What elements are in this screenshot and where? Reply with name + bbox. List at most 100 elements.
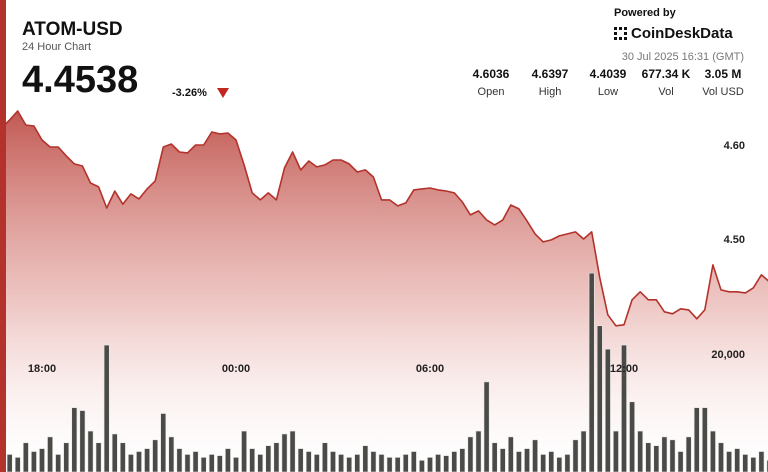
volume-bar [128,454,134,472]
volume-bar [742,454,749,472]
stat-label: Vol [658,86,673,98]
change: -3.26% [172,87,207,99]
volume-bar [305,451,312,472]
stat-label: High [539,86,562,98]
volume-bar [701,407,708,472]
volume-bar [718,442,724,472]
plot-area: 18:00 00:00 06:00 12:00 4.60 4.50 20,000 [0,110,768,472]
x-tick-label: 06:00 [416,363,444,375]
stat-value: 4.6397 [532,67,569,81]
volume-bar [184,454,191,472]
volume-bar [402,454,409,472]
volume-bar [645,442,652,472]
price: 4.4538 [22,59,138,101]
volume-bar [419,459,425,472]
volume-bar [63,442,70,472]
volume-bar [564,454,571,472]
volume-bar [208,454,215,472]
volume-bar [427,457,433,472]
stat-value: 677.34 K [642,67,691,81]
volume-bar [152,439,159,472]
volume-bar [346,457,353,472]
volume-bar [661,436,668,472]
volume-bar [39,448,45,472]
stat-label: Low [598,86,618,98]
price-line [1,110,768,327]
volume-bar [55,454,62,472]
volume-bar [160,413,167,472]
volume-bar [410,451,417,472]
volume-bar [71,407,78,472]
title: ATOM-USD [22,19,123,40]
brand-icon [614,27,627,40]
volume-bar [532,439,538,472]
volume-bar [233,457,239,472]
volume-bar [22,442,29,472]
volume-bar [378,454,385,472]
x-tick-label: 18:00 [28,363,56,375]
volume-bar [451,451,458,472]
volume-bar [629,401,635,472]
volume-bar [47,436,53,472]
volume-bar [726,451,732,472]
volume-bar [459,448,466,472]
accent-bar [0,0,6,472]
volume-bar [192,451,199,472]
volume-bar [507,436,514,472]
volume-bar [524,448,530,472]
volume-bar [483,381,490,472]
powered-by: Powered by [614,7,677,19]
volume-bar [637,430,644,472]
volume-bar [710,430,716,472]
volume-bar [443,455,450,472]
volume-bar [596,325,603,472]
down-arrow [217,88,229,98]
volume-bar [281,433,288,472]
volume-bar [516,451,522,472]
volume-bar [168,436,175,472]
brand: CoinDeskData [631,25,733,42]
volume-bar [540,454,547,472]
volume-bar [386,457,393,472]
volume-bar [241,430,247,472]
volume-bar [685,436,692,472]
stat-value: 3.05 M [705,67,742,81]
volume-bar [144,448,150,472]
volume-bar [111,433,118,472]
volume-bar [216,455,223,472]
volume-bar [200,457,207,472]
volume-bar [79,410,86,472]
volume-bar [556,457,563,472]
price-area [1,111,768,472]
volume-bar [354,454,361,472]
volume-bar [580,430,587,472]
volume-bar [176,448,183,472]
volume-bar [87,430,94,472]
volume-bar [499,448,506,472]
volume-bar [370,451,377,472]
volume-bar [613,430,619,472]
stats: 4.6036 Open 4.6397 High 4.4039 Low 677.34 K Vol… [473,67,744,98]
x-tick-label: 12:00 [610,363,638,375]
subtitle: 24 Hour Chart [22,41,91,53]
stat-label: Vol USD [702,86,744,98]
volume-bar [394,457,401,472]
volume-bar [435,454,441,472]
timestamp: 30 Jul 2025 16:31 (GMT) [622,51,744,63]
volume-bar [338,454,344,472]
stat-label: Open [478,86,505,98]
volume-bar [758,451,765,472]
volume-bar [249,448,256,472]
volume-bar [572,439,579,472]
volume-bar [313,454,320,472]
volume-bar [750,457,757,472]
volume-bar [491,442,498,472]
volume-bar [734,448,741,472]
volume-bar [677,451,684,472]
volume-bar [766,459,768,472]
volume-bar [362,445,369,472]
volume-bar [225,448,231,472]
volume-bar [119,442,126,472]
volume-bar [669,439,676,472]
volume-bar [31,451,37,472]
